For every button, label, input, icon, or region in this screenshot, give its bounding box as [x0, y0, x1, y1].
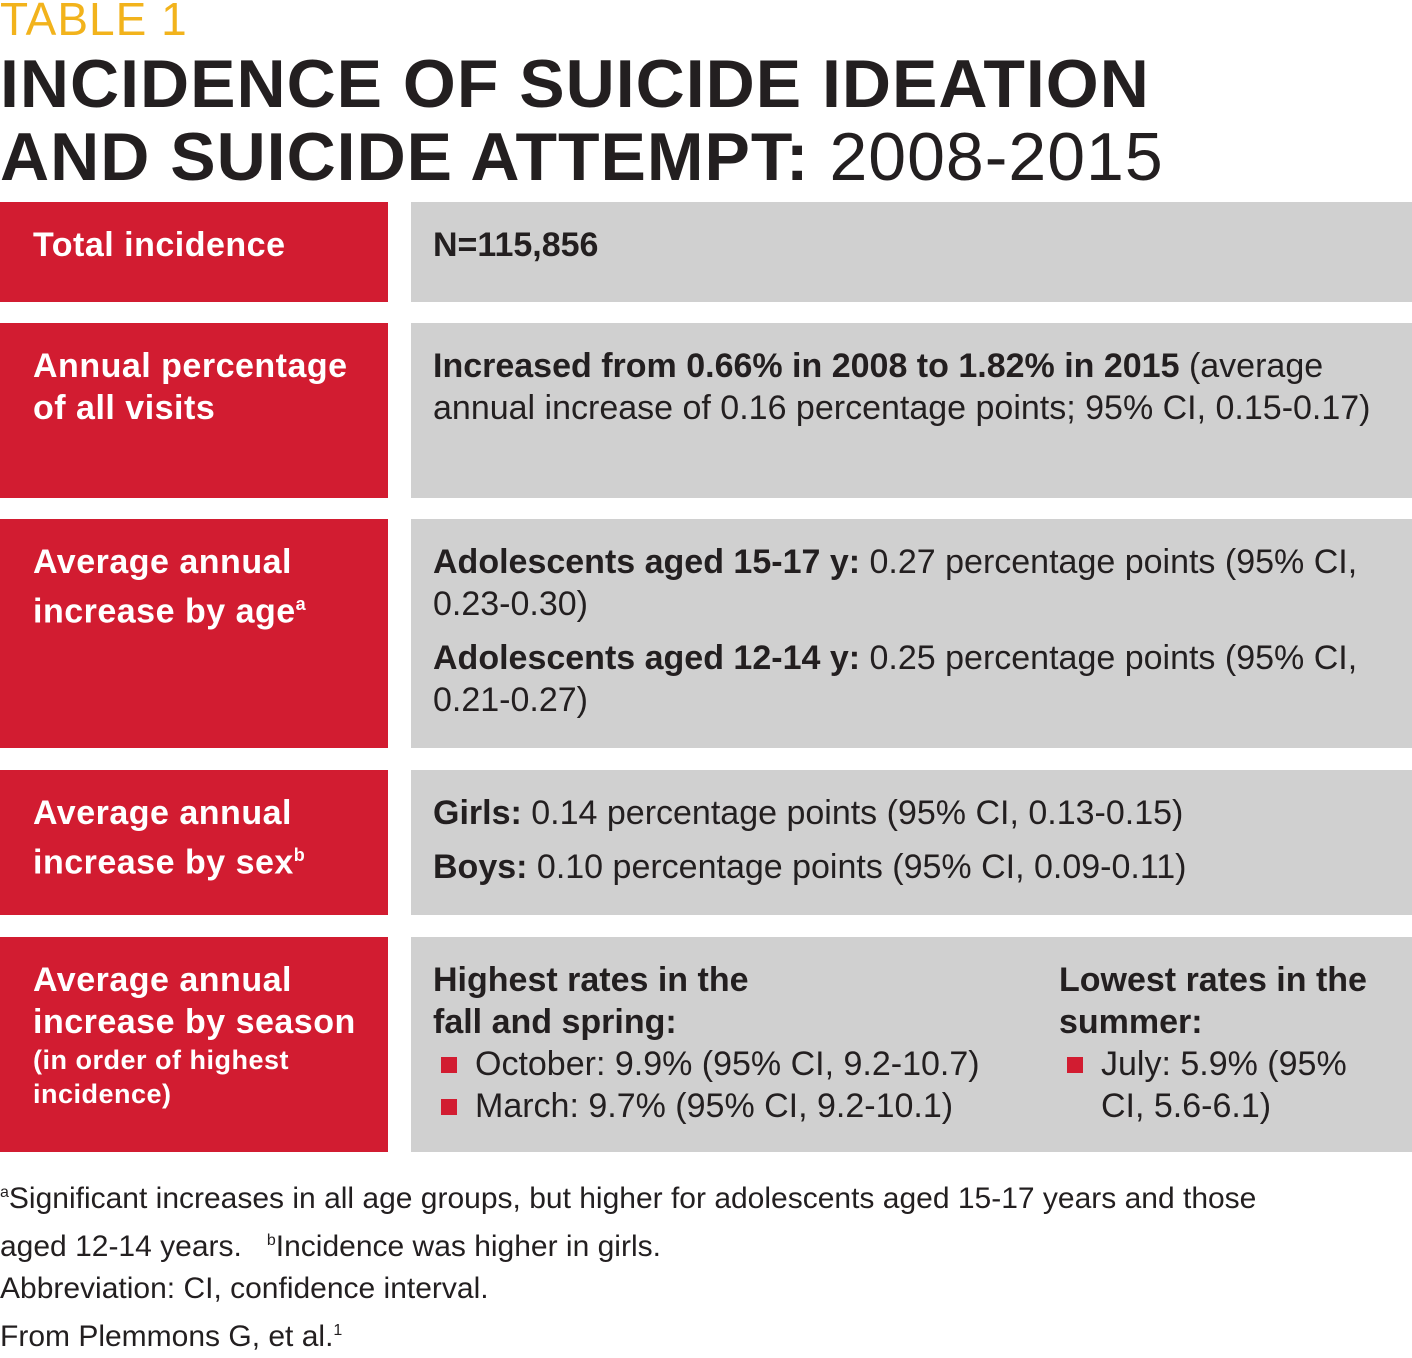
footnote-a-mark: a	[0, 1184, 9, 1201]
footnote-b-text: Incidence was higher in girls.	[275, 1230, 661, 1263]
sex-label-text: Average annual increase by sex	[33, 794, 294, 882]
season-highest-item-text: March: 9.7% (95% CI, 9.2-10.1)	[475, 1087, 954, 1125]
value-increase-by-age: Adolescents aged 15-17 y: 0.27 percentag…	[411, 519, 1412, 748]
label-annual-percentage: Annual percentage of all visits	[0, 323, 388, 498]
sex-item2-rest: 0.10 percentage points (95% CI, 0.09-0.1…	[527, 848, 1187, 886]
title-line-1: INCIDENCE OF SUICIDE IDEATION	[0, 46, 1150, 122]
season-label-sub: (in order of highest incidence)	[33, 1045, 289, 1109]
footnote-source-text: From Plemmons G, et al.	[0, 1320, 334, 1353]
sex-item1-bold: Girls:	[433, 794, 522, 832]
label-increase-by-season: Average annual increase by season (in or…	[0, 937, 388, 1152]
label-increase-by-age: Average annual increase by agea	[0, 519, 388, 748]
season-highest-item: March: 9.7% (95% CI, 9.2-10.1)	[433, 1085, 1033, 1127]
footnotes: aSignificant increases in all age groups…	[0, 1172, 1300, 1358]
age-item2-bold: Adolescents aged 12-14 y:	[433, 639, 861, 677]
bullet-square-icon	[441, 1099, 457, 1115]
sex-item1-rest: 0.14 percentage points (95% CI, 0.13-0.1…	[521, 794, 1184, 832]
footnote-b-mark: b	[266, 1232, 276, 1249]
title-line-2: AND SUICIDE ATTEMPT:	[0, 119, 810, 195]
footnote-abbreviation: Abbreviation: CI, confidence interval.	[0, 1272, 489, 1305]
value-increase-by-season: Highest rates in the fall and spring: Oc…	[411, 937, 1412, 1152]
row-total-incidence: Total incidence N=115,856	[0, 202, 1412, 302]
row-annual-percentage: Annual percentage of all visits Increase…	[0, 323, 1412, 498]
annual-bold: Increased from 0.66% in 2008 to 1.82% in…	[433, 347, 1180, 385]
sex-label-sup: b	[293, 845, 306, 865]
value-total-incidence: N=115,856	[411, 202, 1412, 302]
annual-rest: (average annual increase of 0.16 percent…	[433, 347, 1371, 427]
sex-item2-bold: Boys:	[433, 848, 528, 886]
age-item1-rest: 0.27 percentage points (95% CI, 0.23-0.3…	[433, 543, 1358, 623]
value-annual-percentage: Increased from 0.66% in 2008 to 1.82% in…	[411, 323, 1412, 498]
footnote-source: From Plemmons G, et al.1	[0, 1310, 1300, 1358]
row-increase-by-season: Average annual increase by season (in or…	[0, 937, 1412, 1152]
season-lowest-item: July: 5.9% (95% CI, 5.6-6.1)	[1059, 1043, 1389, 1127]
age-label-sup: a	[295, 594, 307, 614]
season-label-text: Average annual increase by season	[33, 961, 356, 1041]
season-highest-heading: Highest rates in the fall and spring:	[433, 961, 749, 1041]
age-item-12-14: Adolescents aged 12-14 y: 0.25 percentag…	[433, 637, 1392, 721]
season-highest-column: Highest rates in the fall and spring: Oc…	[433, 959, 1033, 1127]
bullet-square-icon	[1067, 1057, 1083, 1073]
title-years: 2008-2015	[829, 119, 1164, 195]
row-increase-by-sex: Average annual increase by sexb Girls: 0…	[0, 770, 1412, 915]
table-title: INCIDENCE OF SUICIDE IDEATION AND SUICID…	[0, 48, 1164, 194]
total-n: N=115,856	[433, 226, 599, 264]
footnote-source-sup: 1	[333, 1322, 343, 1339]
footnote-a-text: Significant increases in all age groups,…	[0, 1182, 1257, 1263]
bullet-square-icon	[441, 1057, 457, 1073]
season-highest-item-text: October: 9.9% (95% CI, 9.2-10.7)	[475, 1045, 980, 1083]
label-increase-by-sex: Average annual increase by sexb	[0, 770, 388, 915]
age-item2-rest: 0.25 percentage points (95% CI, 0.21-0.2…	[433, 639, 1358, 719]
age-item1-bold: Adolescents aged 15-17 y:	[433, 543, 861, 581]
season-lowest-heading: Lowest rates in the summer:	[1059, 961, 1367, 1041]
age-label-text: Average annual increase by age	[33, 543, 296, 631]
sex-item-girls: Girls: 0.14 percentage points (95% CI, 0…	[433, 792, 1392, 834]
season-lowest-item-text: July: 5.9% (95% CI, 5.6-6.1)	[1101, 1045, 1347, 1125]
season-highest-item: October: 9.9% (95% CI, 9.2-10.7)	[433, 1043, 1033, 1085]
age-item-15-17: Adolescents aged 15-17 y: 0.27 percentag…	[433, 541, 1392, 625]
label-total-incidence: Total incidence	[0, 202, 388, 302]
row-increase-by-age: Average annual increase by agea Adolesce…	[0, 519, 1412, 748]
sex-item-boys: Boys: 0.10 percentage points (95% CI, 0.…	[433, 846, 1392, 888]
table-number-label: TABLE 1	[0, 0, 188, 45]
season-lowest-column: Lowest rates in the summer: July: 5.9% (…	[1059, 959, 1389, 1127]
value-increase-by-sex: Girls: 0.14 percentage points (95% CI, 0…	[411, 770, 1412, 915]
footnote-a-b: aSignificant increases in all age groups…	[0, 1172, 1300, 1268]
